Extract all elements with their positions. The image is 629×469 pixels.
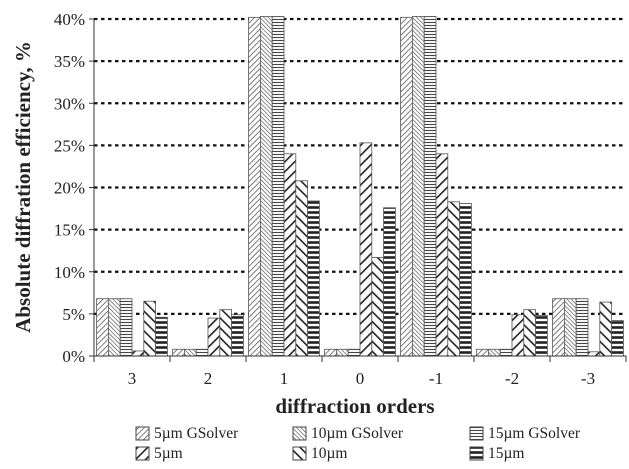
y-tick-label: 35% <box>54 52 85 71</box>
legend-label: 10µm <box>311 445 348 462</box>
x-tick-label: -3 <box>581 369 595 388</box>
x-tick-labels: 3 2 1 0 -1 -2 -3 <box>93 356 627 388</box>
bar <box>231 314 244 357</box>
bar <box>248 16 261 357</box>
bar <box>119 298 133 357</box>
legend-swatch <box>135 446 150 461</box>
legend-swatch <box>469 426 484 441</box>
bar <box>423 16 437 357</box>
bar <box>400 16 413 357</box>
legend: 5µm GSolver 10µm GSolver 15µm GSolver 5µm 10… <box>135 425 581 462</box>
bar <box>183 348 197 357</box>
legend-swatch <box>135 426 150 441</box>
legend-label: 5µm GSolver <box>154 425 239 442</box>
x-tick-label: -2 <box>505 369 519 388</box>
bar <box>96 298 109 357</box>
bar <box>307 200 320 357</box>
bar <box>552 298 565 357</box>
bar <box>499 348 513 357</box>
y-tick-label: 5% <box>62 305 85 324</box>
bar <box>195 348 209 357</box>
legend-label: 10µm GSolver <box>311 425 404 442</box>
legend-label: 5µm <box>154 445 183 462</box>
bar <box>172 348 185 357</box>
bar <box>207 317 221 357</box>
bar <box>283 153 297 357</box>
y-tick-label: 10% <box>54 263 85 282</box>
y-tick-label: 20% <box>54 179 85 198</box>
y-axis-title: Absolute diffration efficiency, % <box>11 41 35 333</box>
bar <box>535 315 548 357</box>
bar <box>447 201 460 357</box>
y-tick-label: 25% <box>54 136 85 155</box>
bars <box>96 16 624 357</box>
x-axis-title: diffraction orders <box>275 394 434 418</box>
legend-label: 15µm GSolver <box>488 425 581 442</box>
y-tick-label: 30% <box>54 94 85 113</box>
x-tick-label: -1 <box>429 369 443 388</box>
bar <box>611 320 624 357</box>
x-tick-label: 3 <box>128 369 137 388</box>
legend-swatch <box>469 446 484 461</box>
bar <box>383 207 396 357</box>
bar <box>324 348 337 357</box>
x-tick-label: 2 <box>204 369 213 388</box>
bar <box>295 180 308 357</box>
bar <box>487 348 501 357</box>
bar <box>459 203 472 357</box>
bar <box>371 257 384 357</box>
bar <box>575 298 589 357</box>
y-tick-label: 15% <box>54 221 85 240</box>
bar <box>435 153 449 357</box>
legend-swatch <box>292 446 307 461</box>
bar <box>411 16 425 357</box>
bar <box>271 16 285 357</box>
bar <box>108 298 121 357</box>
x-tick-label: 1 <box>280 369 289 388</box>
bar <box>511 314 525 357</box>
y-tick-label: 40% <box>54 10 85 29</box>
bar <box>476 348 489 357</box>
legend-label: 15µm <box>488 445 525 462</box>
bar <box>335 348 349 357</box>
bar <box>143 300 157 357</box>
bar <box>359 142 373 357</box>
bar <box>599 301 612 357</box>
x-tick-label: 0 <box>356 369 365 388</box>
bar <box>131 350 145 357</box>
bar <box>523 309 536 357</box>
bar <box>564 298 577 357</box>
bar <box>347 348 361 357</box>
bar <box>219 309 233 357</box>
bar <box>259 16 273 357</box>
bar <box>155 316 168 357</box>
legend-swatch <box>292 426 307 441</box>
y-tick-labels: 0% 5% 10% 15% 20% 25% 30% 35% 40% <box>54 10 94 366</box>
y-tick-label: 0% <box>62 347 85 366</box>
bar <box>587 351 601 357</box>
